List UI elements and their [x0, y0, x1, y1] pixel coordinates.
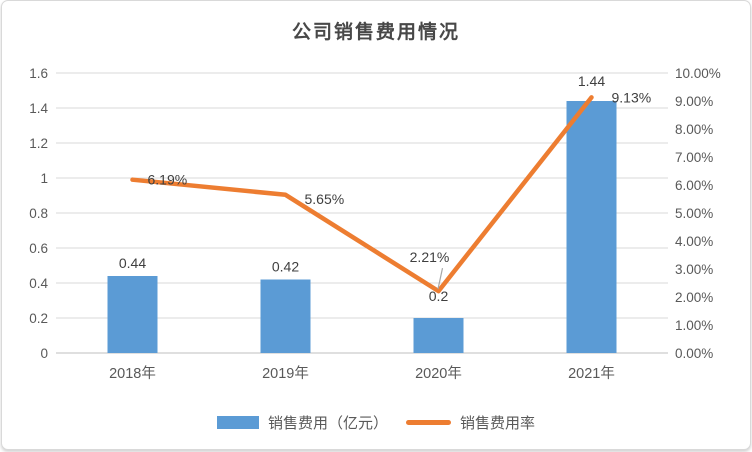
left-axis-tick-label: 1.4: [29, 101, 48, 116]
bar-data-label: 0.2: [429, 288, 449, 304]
left-axis-tick-label: 1.6: [29, 66, 48, 81]
legend-item-sales-expense: 销售费用（亿元）: [216, 412, 388, 433]
line-series-label: 销售费用率: [460, 415, 536, 432]
right-axis-tick-label: 10.00%: [675, 66, 721, 81]
x-axis-category-label: 2021年: [568, 365, 615, 382]
bar-data-label: 0.42: [272, 259, 299, 275]
left-axis-tick-label: 0.6: [29, 241, 48, 256]
right-axis-tick-label: 4.00%: [675, 234, 713, 249]
left-axis-tick-label: 0.2: [29, 311, 48, 326]
chart-legend: 销售费用（亿元） 销售费用率: [2, 412, 750, 433]
line-data-label: 5.65%: [305, 191, 345, 207]
x-axis-category-label: 2019年: [262, 365, 309, 382]
right-axis-tick-label: 3.00%: [675, 262, 713, 277]
line-data-label: 2.21%: [410, 249, 450, 265]
right-axis-tick-label: 1.00%: [675, 318, 713, 333]
right-axis-tick-label: 6.00%: [675, 178, 713, 193]
bar-2019年: [260, 279, 311, 353]
right-axis-tick-label: 2.00%: [675, 290, 713, 305]
left-axis-tick-label: 1.2: [29, 136, 48, 151]
bar-2018年: [107, 276, 158, 353]
x-axis-category-label: 2020年: [415, 365, 462, 382]
chart-title: 公司销售费用情况: [291, 22, 460, 43]
line-series-path: [130, 95, 594, 294]
bar-series-swatch: [216, 416, 259, 429]
line-series-swatch: [406, 420, 451, 425]
x-axis-category-label: 2018年: [109, 365, 156, 382]
left-axis-tick-label: 0.4: [29, 276, 48, 291]
right-axis-tick-label: 7.00%: [675, 150, 713, 165]
right-axis-tick-label: 5.00%: [675, 206, 713, 221]
line-data-label: 6.19%: [148, 172, 188, 188]
left-axis-tick-label: 0: [40, 346, 48, 361]
bar-data-label: 1.44: [578, 73, 605, 89]
bar-2020年: [413, 318, 464, 353]
right-axis-tick-label: 8.00%: [675, 122, 713, 137]
legend-item-expense-ratio: 销售费用率: [406, 412, 535, 433]
right-axis-tick-label: 9.00%: [675, 94, 713, 109]
left-axis-tick-label: 1: [40, 171, 48, 186]
bar-series-label: 销售费用（亿元）: [267, 415, 388, 432]
bar-2021年: [566, 101, 617, 353]
bar-data-label: 0.44: [119, 255, 146, 271]
line-data-label: 9.13%: [612, 89, 652, 105]
data-label-leader-line: [437, 267, 444, 290]
left-axis-tick-label: 0.8: [29, 206, 48, 221]
right-axis-tick-label: 0.00%: [675, 346, 713, 361]
